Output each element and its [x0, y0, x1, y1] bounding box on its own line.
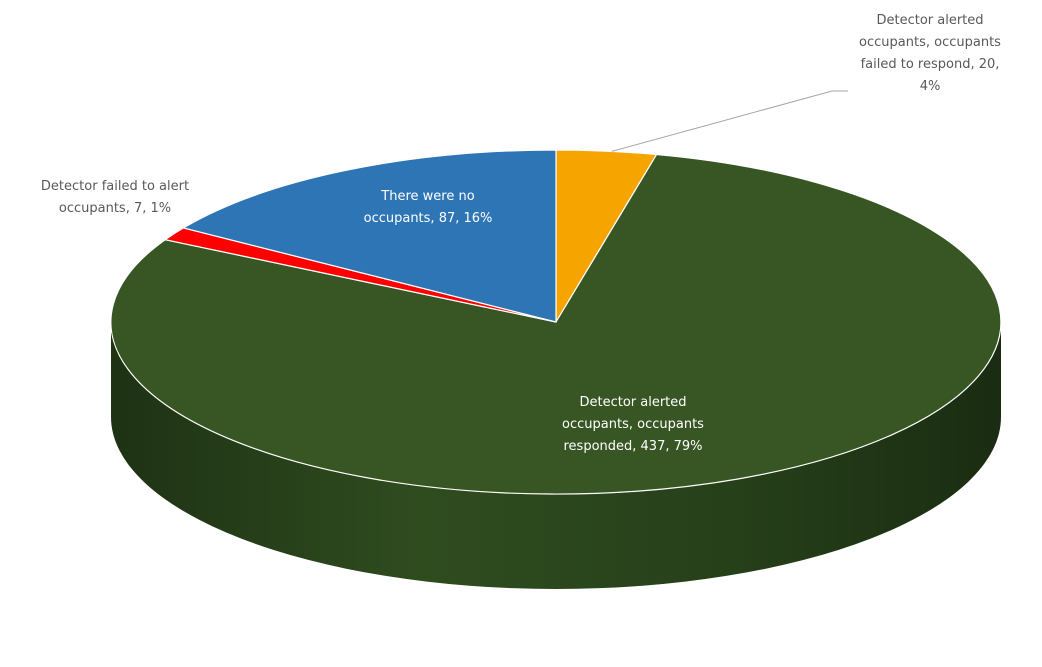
slice-label-3: There were no occupants, 87, 16%: [364, 189, 493, 226]
leader-line-0: [611, 90, 848, 152]
slice-label-1: Detector alerted occupants, occupants resp…: [562, 395, 704, 454]
slice-label-0: Detector alerted occupants, occupants fail…: [859, 13, 1001, 94]
pie-slice-3: [181, 149, 557, 323]
slice-label-line: Detector failed to alert: [41, 179, 189, 194]
slice-label-line: Detector alerted: [876, 13, 983, 28]
pie-side-wall: [111, 322, 1001, 589]
slice-label-line: failed to respond, 20,: [861, 57, 1000, 72]
slice-label-line: occupants, occupants: [859, 35, 1001, 50]
slice-label-line: occupants, occupants: [562, 417, 704, 432]
slice-label-line: responded, 437, 79%: [563, 439, 702, 454]
slice-label-line: Detector alerted: [579, 395, 686, 410]
slice-label-line: 4%: [920, 79, 941, 94]
pie-slice-1: [110, 153, 1002, 495]
slice-label-2: Detector failed to alert occupants, 7, 1%: [41, 179, 189, 216]
slice-label-line: There were no: [380, 189, 474, 204]
slice-label-line: occupants, 87, 16%: [364, 211, 493, 226]
slice-label-line: occupants, 7, 1%: [59, 201, 171, 216]
